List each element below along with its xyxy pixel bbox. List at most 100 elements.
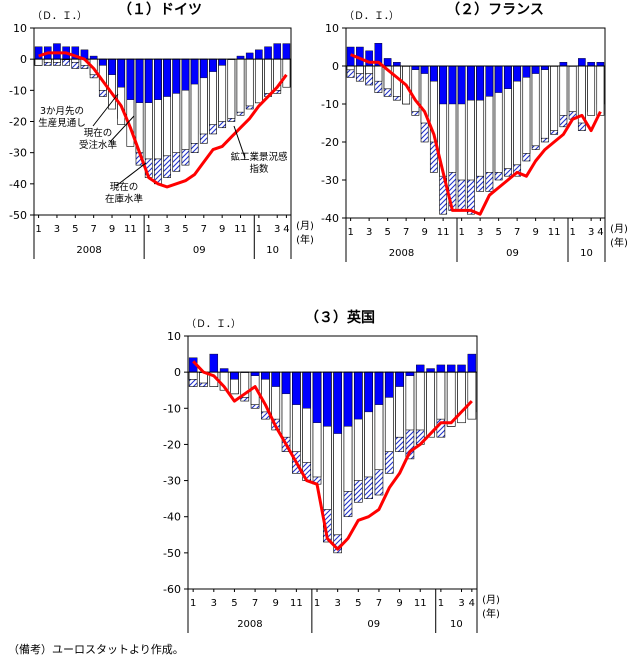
bar-production (209, 353, 219, 373)
y-tick-label: 10 (13, 22, 27, 35)
annotation-leader (92, 93, 119, 127)
x-tick-label: 5 (231, 598, 237, 609)
x-tick-label: 3 (588, 227, 594, 238)
x-tick-label: 3 (477, 227, 483, 238)
year-label: 2008 (76, 245, 101, 256)
x-tick-label: 9 (219, 224, 225, 235)
year-label: 09 (367, 619, 380, 630)
x-tick-label: 1 (256, 224, 262, 235)
x-tick-label: 11 (414, 598, 427, 609)
bar-production (209, 58, 217, 72)
annotation-line: 現在の (110, 181, 139, 193)
year-label: 2008 (389, 248, 414, 259)
bar-production (264, 46, 272, 60)
bar-production (354, 371, 363, 420)
bar-production (271, 371, 280, 387)
y-unit-label: （Ｄ．Ｉ．） (186, 318, 241, 330)
bar-production (416, 364, 425, 373)
year-label: 09 (193, 245, 206, 256)
bar-production (446, 364, 456, 373)
chart-title: （２）フランス (446, 2, 544, 18)
annotation-line: 鉱工業景況感 (230, 151, 288, 163)
x-tick-label: 5 (384, 227, 390, 238)
x-tick-label: 3 (334, 598, 340, 609)
x-tick-label: 1 (314, 598, 320, 609)
bar-production (457, 65, 466, 105)
bar-production (144, 58, 153, 104)
y-unit-label: （Ｄ．Ｉ．） (32, 10, 87, 22)
x-tick-label: 5 (182, 224, 188, 235)
bar-production (312, 371, 322, 423)
x-tick-label: 3 (274, 224, 280, 235)
bar-production (245, 52, 254, 60)
y-tick-label: -50 (163, 547, 181, 560)
index-line (38, 51, 288, 189)
x-unit-month: (月) (296, 220, 314, 232)
y-tick-label: -30 (321, 174, 339, 187)
bar-inventory (62, 58, 71, 66)
bar-production (292, 371, 301, 405)
y-tick-label: -60 (163, 583, 181, 596)
bar-production (513, 65, 521, 82)
bar-production (596, 62, 605, 67)
x-tick-label: 7 (376, 598, 382, 609)
bar-production (587, 62, 595, 67)
y-unit-label: （Ｄ．Ｉ．） (344, 10, 399, 22)
x-tick-label: 7 (90, 224, 96, 235)
bar-production (172, 58, 181, 94)
bar-production (385, 371, 394, 398)
annotation-line: 指数 (249, 163, 269, 175)
bar-production (457, 364, 466, 373)
bar-production (395, 371, 404, 387)
y-tick-label: -20 (9, 116, 27, 129)
x-tick-label: 11 (290, 598, 303, 609)
bar-production (476, 65, 484, 101)
bar-production (333, 371, 342, 434)
annotation-leader (233, 125, 246, 159)
y-tick-label: -40 (321, 212, 339, 225)
bar-production (531, 65, 540, 74)
y-tick-label: -20 (163, 438, 181, 451)
bar-production (126, 58, 135, 100)
y-tick-label: 10 (325, 22, 339, 35)
x-tick-label: 4 (283, 224, 289, 235)
x-tick-label: 9 (396, 598, 402, 609)
bar-orders (559, 65, 568, 116)
x-tick-label: 11 (234, 224, 247, 235)
bar-orders (415, 371, 425, 431)
bar-production (485, 65, 494, 97)
x-tick-label: 5 (355, 598, 361, 609)
bar-production (365, 50, 373, 67)
x-tick-label: 9 (273, 598, 279, 609)
y-tick-label: -10 (163, 402, 181, 415)
x-unit-month: (月) (610, 223, 628, 235)
annotation-line: 3か月先の (40, 105, 84, 117)
year-label: 10 (266, 245, 279, 256)
bar-orders (568, 65, 577, 112)
bar-production (430, 65, 438, 82)
bar-orders (365, 65, 374, 74)
y-tick-label: -40 (163, 511, 181, 524)
y-tick-label: 0 (20, 53, 27, 66)
bar-production (393, 62, 401, 67)
bar-production (230, 371, 239, 380)
y-tick-label: -10 (321, 98, 339, 111)
x-unit-year: (年) (482, 607, 500, 620)
bar-production (504, 65, 512, 89)
bar-production (281, 371, 291, 395)
annotation-line: 受注水準 (79, 139, 118, 151)
bar-orders (254, 58, 263, 104)
y-tick-label: -50 (9, 209, 27, 222)
y-tick-label: -10 (9, 84, 27, 97)
bar-production (364, 371, 373, 413)
bar-orders (188, 371, 198, 380)
bar-production (323, 371, 332, 427)
bar-production (467, 65, 475, 101)
bar-orders (522, 65, 531, 154)
chart-title: （３）英国 (305, 309, 375, 326)
bar-orders (346, 65, 355, 71)
x-tick-label: 1 (35, 224, 41, 235)
bar-production (302, 371, 311, 409)
